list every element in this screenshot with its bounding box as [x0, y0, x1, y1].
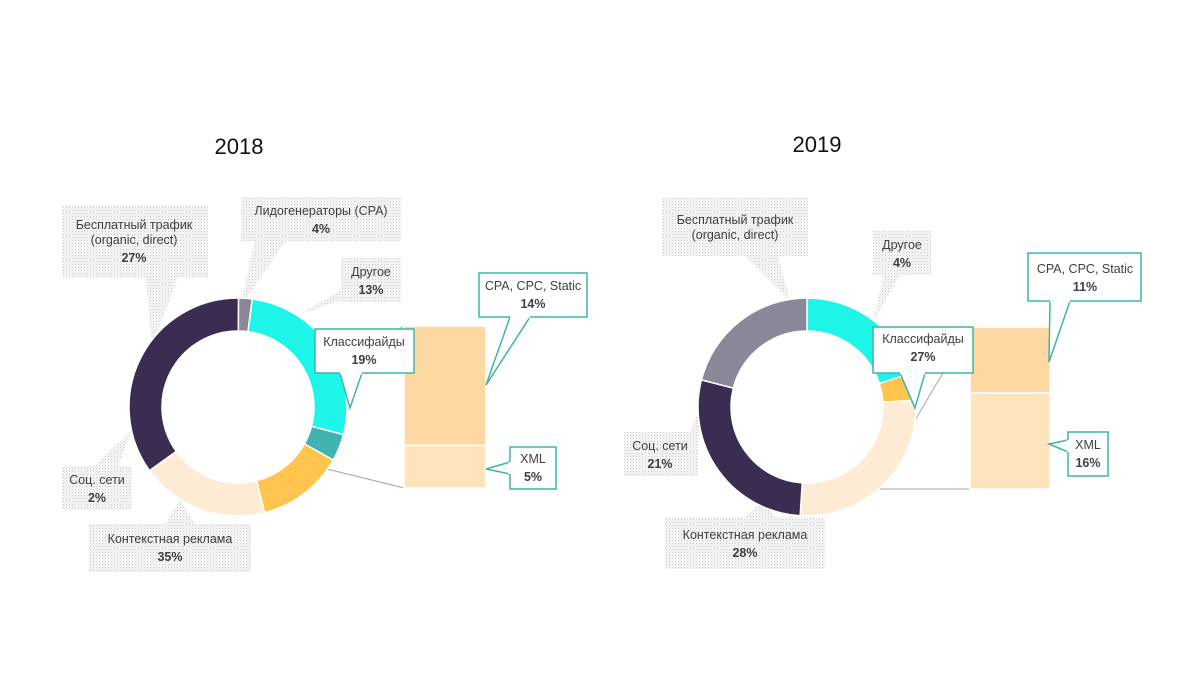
chart-2019-breakdown-bar-0: [969, 326, 1051, 394]
chart-2019-label-breakdown-1-value: 16%: [1075, 456, 1100, 470]
chart-2018-label-leadgen-pointer: [240, 241, 285, 308]
chart-2018-label-context-text: Контекстная реклама: [108, 532, 233, 546]
chart-2019-label-classifieds-value: 27%: [910, 350, 935, 364]
chart-2018-breakdown-bar-1: [403, 444, 487, 489]
chart-2018-label-social-pointer: [95, 430, 132, 466]
chart-2018-connector-0: [326, 468, 405, 489]
chart-2018-label-leadgen-text: Лидогенераторы (CPA): [254, 204, 387, 218]
chart-2019-label-social-text: Соц. сети: [632, 439, 688, 453]
chart-2018-label-breakdown-0-text: CPA, CPC, Static: [485, 279, 581, 293]
chart-2018-label-classifieds-box: [314, 328, 415, 374]
chart-2019-label-classifieds-box: [872, 326, 974, 374]
chart-2019-slice-classifieds: [799, 399, 917, 517]
chart-2018-label-breakdown-1-text: XML: [520, 452, 546, 466]
chart-2018-label-social-value: 2%: [88, 491, 106, 505]
chart-2018-label-classifieds-value: 19%: [351, 353, 376, 367]
chart-2018-label-free-value: 27%: [121, 251, 146, 265]
chart-2019-slice-social: [700, 297, 808, 390]
chart-2018-breakdown-bar-0: [403, 325, 487, 447]
chart-2018-label-other-pointer: [301, 290, 341, 314]
chart-2019-label-breakdown-1-box: [1067, 431, 1109, 477]
chart-2018-label-social-text: Соц. сети: [69, 473, 125, 487]
chart-2018-label-context-value: 35%: [157, 550, 182, 564]
chart-2018-label-breakdown-1-box: [509, 446, 557, 490]
chart-2018-label-classifieds-pointer: [339, 372, 363, 411]
chart-2018-slice-social: [237, 297, 254, 333]
chart-2018-label-breakdown-1-value: 5%: [524, 470, 542, 484]
chart-2018-label-free-pointer: [146, 277, 178, 345]
chart-2018-slice-context: [128, 297, 240, 472]
chart-2018-label-classifieds-text: Классифайды: [323, 335, 405, 349]
chart-2019-label-breakdown-0-value: 11%: [1073, 280, 1097, 294]
chart-2018-label-context-pointer: [165, 500, 195, 524]
chart-2018-label-breakdown-1-pointer: [485, 461, 511, 475]
chart-2018-label-free-text: (organic, direct): [91, 233, 178, 247]
chart-2019-label-breakdown-0-box: [1027, 252, 1142, 302]
chart-2018-title: 2018: [215, 134, 264, 159]
chart-2019-label-other-box: [873, 231, 931, 275]
chart-2018-label-social-box: [62, 466, 132, 510]
chart-2018-label-context-box: [89, 524, 251, 572]
chart-2019-label-breakdown-0-text: CPA, CPC, Static: [1037, 262, 1133, 276]
chart-2019-label-other-value: 4%: [893, 256, 911, 270]
chart-2018-label-free-box: [62, 205, 208, 277]
chart-2019-slice-context: [697, 378, 804, 517]
chart-2018-label-free-text: Бесплатный трафик: [76, 218, 193, 232]
chart-2019-label-free-box: [662, 198, 808, 256]
chart-2018-label-other-text: Другое: [351, 265, 391, 279]
chart-2019-label-social-box: [624, 432, 698, 476]
chart-2019-label-social-value: 21%: [647, 457, 672, 471]
chart-2019-label-classifieds-pointer: [899, 372, 926, 411]
chart-2018-label-other-value: 13%: [358, 283, 383, 297]
chart-2018-label-other-box: [341, 258, 401, 302]
chart-2019-title: 2019: [793, 132, 842, 157]
chart-2019-label-context-text: Контекстная реклама: [683, 528, 808, 542]
chart-2019-label-free-pointer: [745, 256, 790, 301]
chart-2019-label-breakdown-1-pointer: [1046, 439, 1069, 453]
chart-2019-label-breakdown-0-pointer: [1048, 300, 1071, 363]
chart-2018-slice-other: [255, 442, 335, 514]
chart-2019-label-context-box: [665, 517, 825, 569]
chart-2018-label-breakdown-0-pointer: [485, 316, 531, 386]
chart-2018-label-breakdown-0-box: [478, 272, 588, 318]
chart-2018-label-leadgen-box: [241, 197, 401, 241]
chart-2018-label-leadgen-value: 4%: [312, 222, 330, 236]
chart-2019-label-classifieds-text: Классифайды: [882, 332, 964, 346]
chart-2019-label-free-text: Бесплатный трафик: [677, 213, 794, 227]
chart-2019-label-context-value: 28%: [732, 546, 757, 560]
chart-2018-slice-classifieds: [148, 450, 266, 517]
chart-2019-breakdown-bar-1: [969, 392, 1051, 490]
chart-2019-label-other-pointer: [873, 275, 900, 322]
chart-2019-label-free-text: (organic, direct): [692, 228, 779, 242]
chart-2019-label-breakdown-1-text: XML: [1075, 438, 1101, 452]
chart-2018-label-breakdown-0-value: 14%: [520, 297, 545, 311]
chart-2019-label-other-text: Другое: [882, 238, 922, 252]
